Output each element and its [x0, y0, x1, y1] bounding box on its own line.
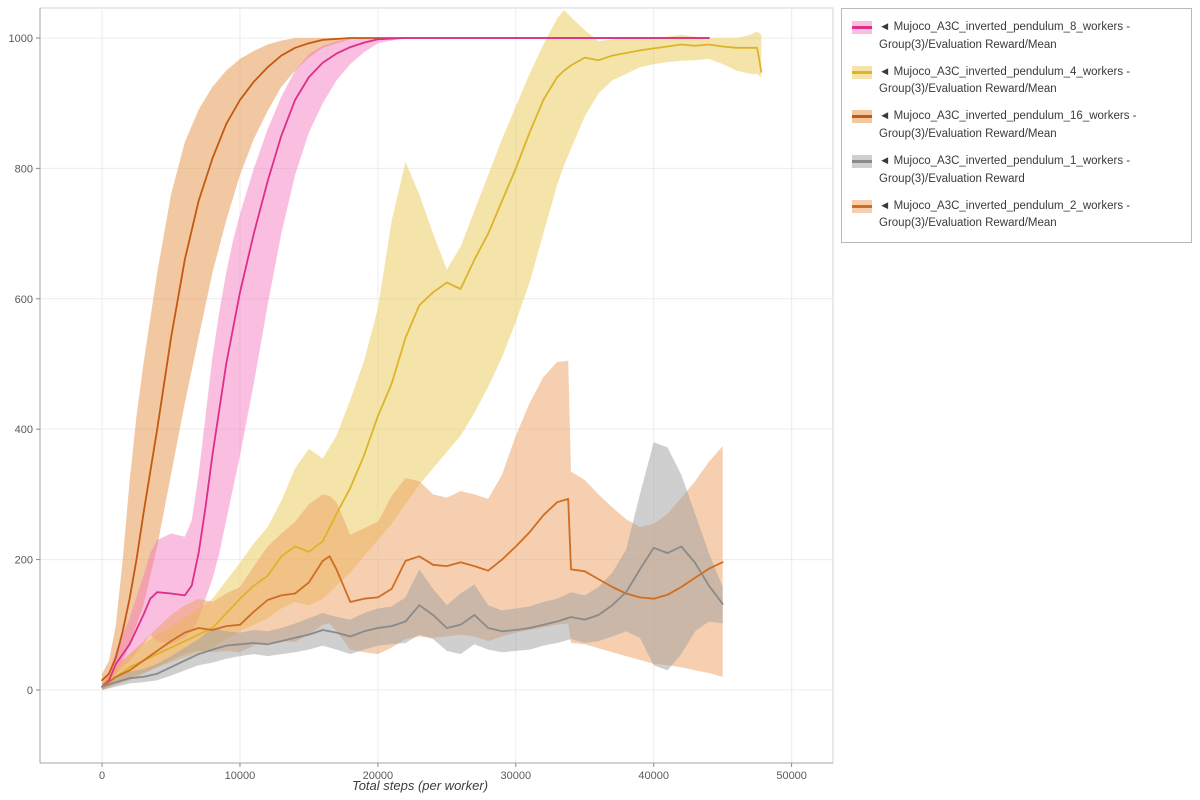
legend-item-4-workers[interactable]: ◄ Mujoco_A3C_inverted_pendulum_4_workers… — [852, 64, 1181, 100]
legend: ◄ Mujoco_A3C_inverted_pendulum_8_workers… — [841, 8, 1192, 244]
y-tick-label: 200 — [15, 555, 33, 567]
mean-line-1-workers — [101, 545, 724, 688]
legend-label-2-workers: ◄ Mujoco_A3C_inverted_pendulum_2_workers… — [879, 199, 1131, 230]
legend-label-1-workers: ◄ Mujoco_A3C_inverted_pendulum_1_workers… — [879, 154, 1131, 185]
y-tick-label: 1000 — [9, 33, 33, 45]
legend-swatch-8-workers — [852, 21, 872, 34]
x-tick-label: 40000 — [638, 770, 669, 782]
legend-swatch-4-workers — [852, 65, 872, 79]
legend-swatch-line-1-workers — [852, 159, 872, 163]
legend-swatch-line-8-workers — [852, 26, 872, 29]
legend-swatch-line-16-workers — [852, 115, 872, 119]
legend-swatch-2-workers — [852, 199, 872, 213]
y-tick-label: 800 — [15, 163, 33, 175]
x-axis-title: Total steps (per worker) — [351, 778, 489, 793]
x-tick-label: 20000 — [363, 770, 394, 782]
legend-swatch-1-workers — [852, 154, 872, 168]
legend-swatch-line-4-workers — [852, 70, 872, 74]
legend-item-1-workers[interactable]: ◄ Mujoco_A3C_inverted_pendulum_1_workers… — [852, 153, 1181, 189]
x-tick-label: 0 — [99, 770, 105, 782]
legend-swatch-16-workers — [852, 110, 872, 124]
legend-item-2-workers[interactable]: ◄ Mujoco_A3C_inverted_pendulum_2_workers… — [852, 198, 1181, 234]
confidence-band-4-workers — [102, 10, 762, 690]
legend-label-8-workers: ◄ Mujoco_A3C_inverted_pendulum_8_workers… — [879, 21, 1131, 51]
x-tick-label: 10000 — [225, 770, 256, 782]
legend-label-16-workers: ◄ Mujoco_A3C_inverted_pendulum_16_worker… — [879, 110, 1137, 141]
legend-item-16-workers[interactable]: ◄ Mujoco_A3C_inverted_pendulum_16_worker… — [852, 108, 1181, 144]
legend-label-4-workers: ◄ Mujoco_A3C_inverted_pendulum_4_workers… — [879, 65, 1131, 96]
mean-line-8-workers — [101, 37, 710, 688]
mean-line-4-workers — [101, 43, 763, 688]
chart-svg: 0 10000 20000 30000 40000 50000 0 200 400 600 800 1… — [9, 7, 834, 782]
y-tick-label: 400 — [15, 424, 33, 436]
y-tick-label: 600 — [15, 294, 33, 306]
legend-item-8-workers[interactable]: ◄ Mujoco_A3C_inverted_pendulum_8_workers… — [852, 19, 1181, 55]
x-tick-label: 30000 — [501, 770, 532, 782]
mean-line-2-workers — [101, 498, 724, 688]
confidence-band-1-workers — [102, 442, 723, 690]
x-tick-label: 50000 — [776, 770, 807, 782]
confidence-band-8-workers — [102, 38, 709, 690]
legend-swatch-line-2-workers — [852, 204, 872, 208]
y-tick-label: 0 — [27, 685, 33, 697]
